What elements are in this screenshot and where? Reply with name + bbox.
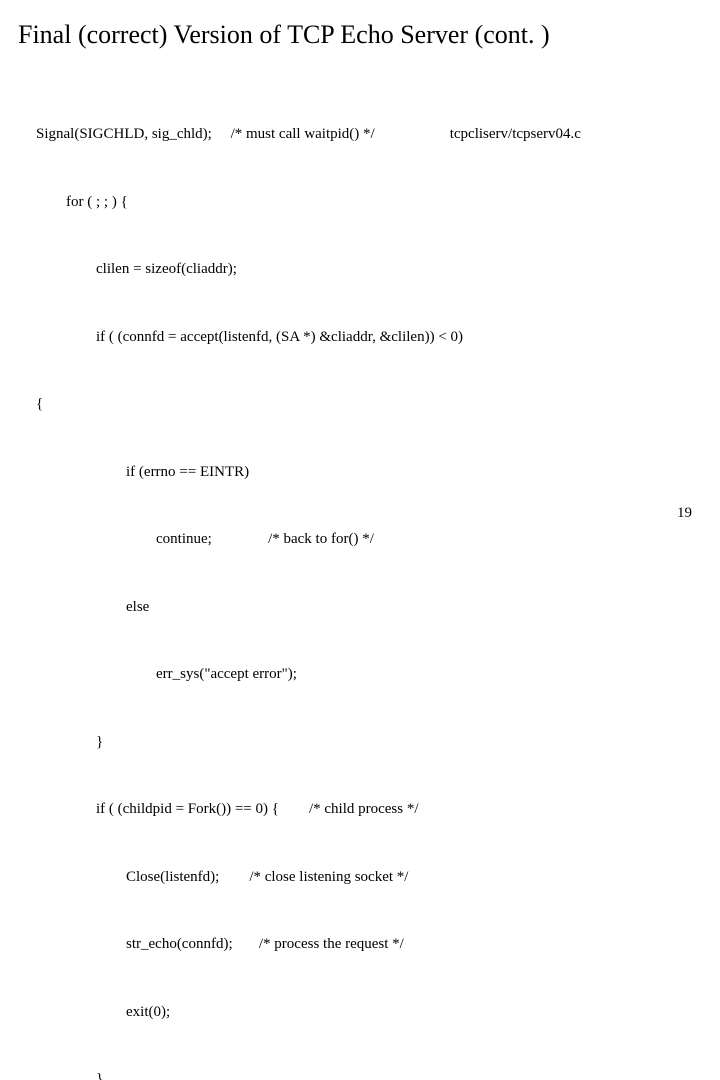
slide-container: Final (correct) Version of TCP Echo Serv… <box>0 0 720 540</box>
code-line: clilen = sizeof(cliaddr); <box>36 258 702 281</box>
code-line: err_sys("accept error"); <box>36 663 702 686</box>
code-line: if ( (connfd = accept(listenfd, (SA *) &… <box>36 326 702 349</box>
code-line: else <box>36 596 702 619</box>
code-line: Close(listenfd); /* close listening sock… <box>36 866 702 889</box>
code-line: } <box>36 1068 702 1080</box>
code-line: } <box>36 731 702 754</box>
code-line: for ( ; ; ) { <box>36 191 702 214</box>
file-path: tcpcliserv/tcpserv04.c <box>450 126 581 142</box>
code-line: continue; /* back to for() */ <box>36 528 702 551</box>
page-number: 19 <box>677 505 692 522</box>
code-line: if ( (childpid = Fork()) == 0) { /* chil… <box>36 798 702 821</box>
slide-title: Final (correct) Version of TCP Echo Serv… <box>18 20 702 50</box>
code-text: Signal(SIGCHLD, sig_chld); <box>36 126 212 142</box>
code-block: Signal(SIGCHLD, sig_chld); /* must call … <box>18 78 702 1080</box>
code-line: Signal(SIGCHLD, sig_chld); /* must call … <box>36 123 702 146</box>
code-comment: /* must call waitpid() */ <box>231 126 375 142</box>
code-line: if (errno == EINTR) <box>36 461 702 484</box>
code-line: { <box>36 393 702 416</box>
code-line: str_echo(connfd); /* process the request… <box>36 933 702 956</box>
code-line: exit(0); <box>36 1001 702 1024</box>
